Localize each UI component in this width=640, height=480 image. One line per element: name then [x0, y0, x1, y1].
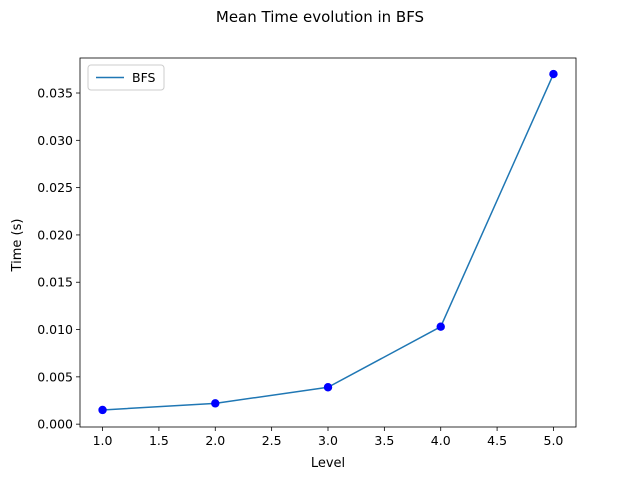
axes-frame — [79, 57, 577, 428]
chart-title: Mean Time evolution in BFS — [216, 8, 424, 26]
data-point — [211, 399, 220, 408]
y-tick-label: 0.035 — [37, 86, 73, 101]
data-point — [98, 405, 107, 415]
data-point — [436, 322, 445, 331]
x-tick-label: 4.0 — [431, 433, 451, 448]
x-axis-label: Level — [311, 456, 345, 471]
x-tick-label: 4.5 — [487, 433, 507, 448]
y-tick-label: 0.020 — [37, 227, 73, 242]
y-tick-label: 0.010 — [37, 322, 73, 337]
legend-entry-label: BFS — [132, 70, 156, 85]
x-tick-label: 1.0 — [93, 433, 113, 448]
data-point — [323, 383, 333, 392]
x-tick-label: 1.5 — [149, 433, 169, 448]
y-tick-label: 0.005 — [37, 369, 73, 384]
x-tick-label: 3.0 — [318, 433, 338, 448]
legend-box — [87, 64, 165, 91]
y-axis-label: Time (s) — [10, 219, 25, 273]
x-tick-label: 2.0 — [205, 433, 225, 448]
y-tick-label: 0.000 — [37, 417, 73, 432]
y-tick-label: 0.030 — [37, 133, 73, 148]
x-tick-label: 3.5 — [374, 433, 394, 448]
y-tick-label: 0.025 — [37, 180, 73, 195]
data-point — [549, 69, 558, 79]
y-tick-label: 0.015 — [37, 275, 73, 290]
x-tick-label: 5.0 — [544, 433, 564, 448]
x-tick-label: 2.5 — [262, 433, 282, 448]
plot-area: 1.0 1.5 2.0 2.5 3.0 3.5 4.0 4.5 5.0 0.000 0.005 0.0… — [37, 57, 577, 448]
